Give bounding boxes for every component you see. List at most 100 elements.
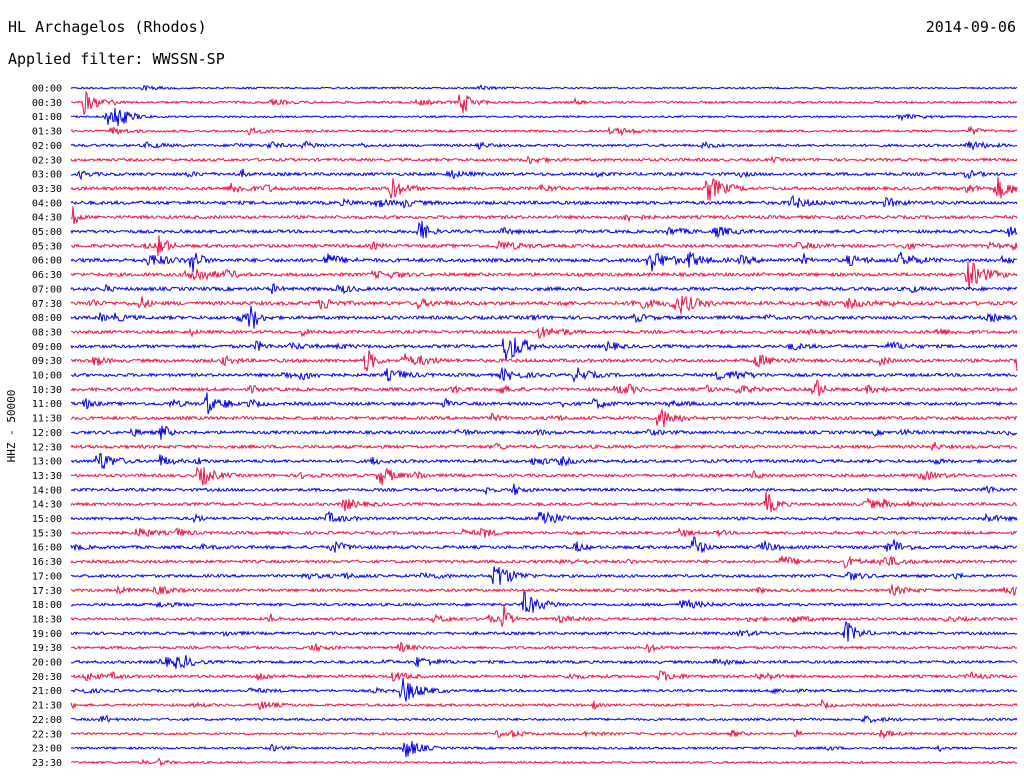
seismic-trace-0230 — [70, 155, 1018, 165]
row-time-label: 23:00 — [32, 744, 62, 755]
row-time-label: 13:00 — [32, 457, 62, 468]
seismic-trace-0530 — [70, 235, 1018, 256]
seismic-trace-0600 — [70, 251, 1018, 273]
row-time-label: 10:30 — [32, 385, 62, 396]
row-time-label: 20:00 — [32, 658, 62, 669]
seismic-trace-2330 — [70, 757, 1018, 767]
row-time-label: 22:30 — [32, 729, 62, 740]
row-time-label: 13:30 — [32, 471, 62, 482]
seismic-trace-0830 — [71, 326, 1018, 339]
row-time-label: 14:30 — [32, 500, 62, 511]
seismic-trace-1400 — [70, 483, 1018, 496]
seismic-trace-2130 — [70, 698, 1018, 711]
seismic-trace-0500 — [70, 220, 1018, 239]
row-time-label: 15:30 — [32, 528, 62, 539]
seismic-trace-0730 — [70, 295, 1018, 315]
seismic-trace-1730 — [70, 584, 1018, 597]
row-time-label: 14:00 — [32, 485, 62, 496]
row-time-label: 03:30 — [32, 184, 62, 195]
row-time-label: 05:30 — [32, 241, 62, 252]
seismic-trace-0930 — [70, 350, 1018, 372]
row-time-label: 06:30 — [32, 270, 62, 281]
seismic-trace-1130 — [70, 407, 1018, 428]
date-label: 2014-09-06 — [925, 18, 1016, 36]
row-time-label: 21:30 — [32, 701, 62, 712]
y-axis-label: HHZ - 50000 — [5, 390, 18, 463]
seismic-trace-1630 — [70, 555, 1018, 570]
row-time-label: 12:00 — [32, 428, 62, 439]
seismic-trace-0000 — [70, 84, 1018, 91]
row-time-label: 06:00 — [32, 256, 62, 267]
seismic-trace-0200 — [70, 140, 1018, 151]
row-time-label: 19:30 — [32, 643, 62, 654]
trace-rows: 00:00 00:30 01:00 01:30 02:00 02:30 03:00 03:30… — [32, 84, 1018, 769]
row-time-label: 20:30 — [32, 672, 62, 683]
seismic-trace-2300 — [70, 741, 1018, 758]
seismic-trace-0100 — [70, 107, 1018, 126]
row-time-label: 08:30 — [32, 327, 62, 338]
seismic-trace-1700 — [71, 566, 1018, 585]
seismic-trace-0330 — [70, 176, 1018, 201]
seismic-trace-2230 — [70, 728, 1018, 740]
row-time-label: 16:00 — [32, 543, 62, 554]
seismic-trace-0700 — [70, 283, 1018, 295]
seismic-trace-1200 — [71, 425, 1018, 440]
seismic-trace-1300 — [70, 453, 1018, 470]
row-time-label: 16:30 — [32, 557, 62, 568]
row-time-label: 05:00 — [32, 227, 62, 238]
filter-value: WWSSN-SP — [152, 50, 225, 68]
row-time-label: 22:00 — [32, 715, 62, 726]
seismic-trace-1500 — [70, 510, 1018, 525]
seismic-trace-1100 — [70, 392, 1018, 415]
row-time-label: 04:30 — [32, 213, 62, 224]
seismic-trace-1930 — [70, 641, 1018, 654]
row-time-label: 11:00 — [32, 399, 62, 410]
row-time-label: 18:30 — [32, 614, 62, 625]
seismic-trace-1600 — [70, 535, 1018, 553]
seismic-trace-0130 — [70, 125, 1018, 137]
row-time-label: 07:30 — [32, 299, 62, 310]
filter-label: Applied filter: — [8, 50, 144, 68]
seismic-trace-0300 — [70, 168, 1018, 181]
row-time-label: 00:30 — [32, 98, 62, 109]
row-time-label: 09:30 — [32, 356, 62, 367]
seismic-trace-1330 — [70, 466, 1018, 486]
row-time-label: 09:00 — [32, 342, 62, 353]
row-time-label: 10:00 — [32, 371, 62, 382]
seismic-trace-1000 — [70, 367, 1018, 383]
seismic-trace-2000 — [70, 655, 1018, 669]
row-time-label: 18:00 — [32, 600, 62, 611]
seismic-trace-1530 — [70, 527, 1017, 538]
filter-line: Applied filter: WWSSN-SP — [8, 50, 225, 68]
row-time-label: 01:00 — [32, 112, 62, 123]
row-time-label: 19:00 — [32, 629, 62, 640]
row-time-label: 02:00 — [32, 141, 62, 152]
row-time-label: 03:00 — [32, 170, 62, 181]
seismic-trace-1800 — [70, 590, 1018, 613]
row-time-label: 01:30 — [32, 127, 62, 138]
row-time-label: 11:30 — [32, 414, 62, 425]
row-time-label: 12:30 — [32, 442, 62, 453]
row-time-label: 17:00 — [32, 571, 62, 582]
row-time-label: 17:30 — [32, 586, 62, 597]
row-time-label: 00:00 — [32, 84, 62, 95]
seismic-trace-1230 — [70, 441, 1018, 452]
row-time-label: 02:30 — [32, 155, 62, 166]
seismic-trace-1030 — [70, 379, 1018, 397]
row-time-label: 21:00 — [32, 686, 62, 697]
row-time-label: 23:30 — [32, 758, 62, 769]
station-title: HL Archagelos (Rhodos) — [8, 18, 207, 36]
seismic-trace-0630 — [70, 261, 1018, 290]
seismic-trace-0430 — [70, 206, 1018, 225]
row-time-label: 15:00 — [32, 514, 62, 525]
seismic-trace-0900 — [70, 337, 1018, 361]
seismic-trace-0030 — [71, 90, 1018, 116]
seismic-trace-2200 — [70, 714, 1018, 724]
seismic-trace-1830 — [70, 604, 1018, 627]
seismic-trace-2100 — [70, 677, 1018, 702]
row-time-label: 04:00 — [32, 198, 62, 209]
seismic-trace-0800 — [70, 305, 1018, 329]
seismic-trace-1900 — [70, 620, 1018, 642]
row-time-label: 07:00 — [32, 284, 62, 295]
seismic-trace-0400 — [70, 194, 1018, 209]
